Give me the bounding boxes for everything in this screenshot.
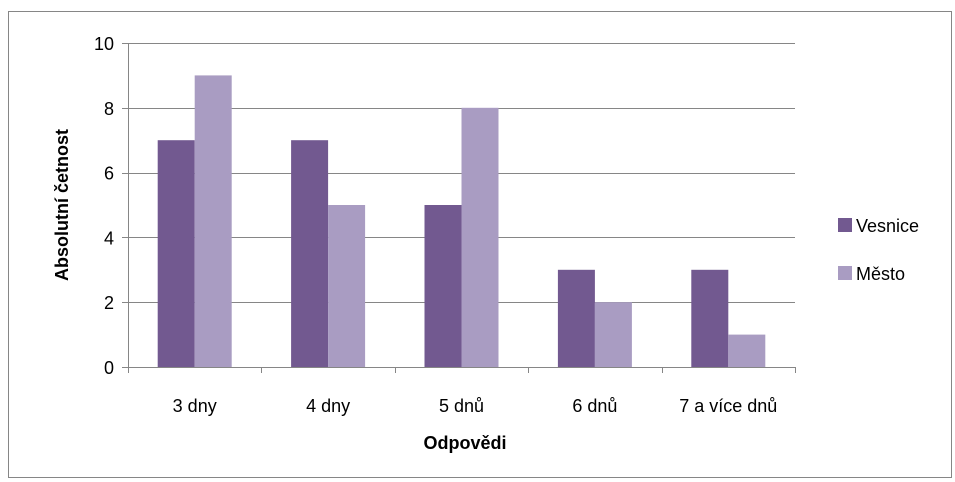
x-tick-label: 6 dnů [572, 396, 617, 416]
axes [122, 43, 796, 373]
bar-Město-7 a více dnů [728, 334, 766, 367]
x-axis-title: Odpovědi [423, 433, 506, 453]
legend-swatch-Město [838, 266, 852, 280]
legend: Vesnice Město [838, 216, 919, 284]
y-tick-label: 0 [104, 358, 114, 378]
x-tick-label: 5 dnů [439, 396, 484, 416]
y-tick-label: 10 [94, 34, 114, 54]
legend-label-Město: Město [856, 264, 905, 284]
x-tick-label: 4 dny [306, 396, 350, 416]
legend-label-Vesnice: Vesnice [856, 216, 919, 236]
bar-Vesnice-5 dnů [424, 205, 462, 367]
bar-Město-6 dnů [594, 302, 632, 367]
bar-Vesnice-3 dny [157, 140, 195, 367]
y-tick-label: 4 [104, 228, 114, 248]
y-tick-label: 8 [104, 99, 114, 119]
tick-labels: 0 2 4 6 8 10 3 dny 4 dny 5 dnů 6 dnů 7 a více dnů [94, 34, 777, 416]
y-tick-label: 2 [104, 293, 114, 313]
y-axis-title: Absolutní četnost [52, 129, 72, 281]
bar-Město-3 dny [194, 75, 232, 368]
bar-Město-5 dnů [461, 107, 499, 368]
bar-Město-4 dny [328, 205, 366, 367]
x-tick-label: 7 a více dnů [679, 396, 777, 416]
bar-Vesnice-4 dny [291, 140, 329, 367]
legend-swatch-Vesnice [838, 218, 852, 232]
bar-Vesnice-7 a více dnů [691, 269, 729, 367]
bar-Vesnice-6 dnů [557, 269, 595, 367]
bars [157, 75, 766, 368]
x-tick-label: 3 dny [173, 396, 217, 416]
y-tick-label: 6 [104, 164, 114, 184]
